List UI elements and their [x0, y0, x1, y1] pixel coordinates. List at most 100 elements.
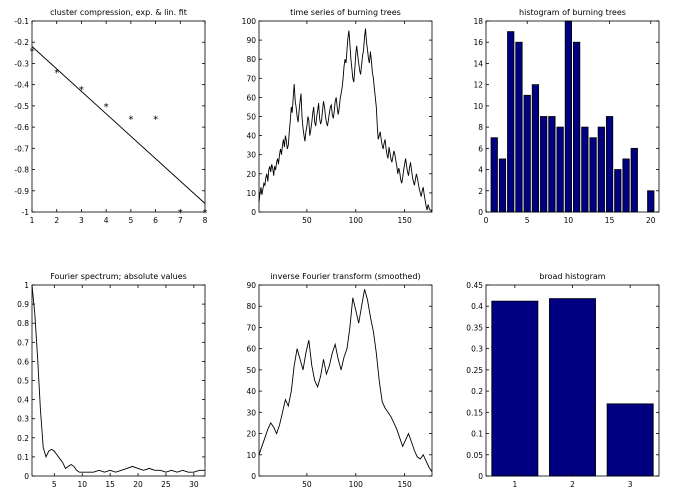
y-tick-label: 10 [246, 189, 256, 198]
y-tick-label: -0.2 [14, 38, 29, 47]
y-tick-label: 10 [473, 102, 483, 111]
y-tick-label: 90 [246, 36, 256, 45]
y-tick-label: 0.1 [471, 430, 483, 439]
bar [491, 300, 539, 477]
series-line [31, 284, 205, 473]
y-tick-label: 0 [251, 208, 256, 217]
broad-histogram-panel: broad histogram 1 2 3 0 0.05 0.1 0.15 0.2 0.25 0.3… [466, 272, 660, 489]
x-tick-label: 20 [133, 480, 143, 489]
bar [523, 94, 531, 213]
bar [531, 84, 540, 213]
x-tick-label: 2 [570, 480, 575, 489]
bar [589, 137, 597, 213]
chart-title: broad histogram [539, 272, 605, 281]
x-tick-label: 3 [628, 480, 633, 489]
data-point: * [104, 102, 109, 113]
y-tick-label: 30 [246, 408, 256, 417]
y-tick-label: 0.05 [466, 451, 483, 460]
x-tick-label: 5 [525, 216, 530, 225]
series-line [258, 289, 433, 473]
x-tick-label: 50 [302, 480, 312, 489]
bar [548, 116, 556, 213]
bar [622, 158, 630, 213]
x-tick-label: 50 [302, 216, 312, 225]
y-tick-label: -0.3 [14, 59, 29, 68]
bar [564, 20, 572, 213]
data-point: * [153, 115, 158, 126]
y-tick-label: 20 [246, 430, 256, 439]
y-tick-label: 0.8 [17, 319, 29, 328]
series-line [31, 46, 206, 204]
x-tick-label: 4 [104, 216, 109, 225]
x-tick-label: 10 [564, 216, 574, 225]
y-tick-label: 0.25 [466, 366, 483, 375]
x-tick-label: 20 [646, 216, 656, 225]
y-tick-label: -0.6 [14, 123, 29, 132]
y-tick-label: 80 [246, 55, 256, 64]
chart-title: cluster compression, exp. & lin. fit [50, 8, 187, 17]
chart-title: Fourier spectrum; absolute values [50, 272, 187, 281]
bar [507, 31, 515, 213]
y-tick-label: -0.8 [14, 166, 29, 175]
series-line [258, 28, 433, 213]
y-tick-label: 0.2 [17, 434, 29, 443]
y-tick-label: 0.15 [466, 408, 483, 417]
bar [549, 298, 596, 477]
y-tick-label: 0.1 [17, 453, 29, 462]
x-tick-label: 100 [349, 216, 364, 225]
bar [647, 190, 655, 213]
y-tick-label: 80 [246, 302, 256, 311]
bar [614, 169, 622, 213]
bar [573, 41, 581, 213]
y-tick-label: 90 [246, 281, 256, 290]
y-tick-label: 10 [246, 451, 256, 460]
y-tick-label: 2 [478, 187, 483, 196]
y-tick-label: 20 [246, 170, 256, 179]
y-tick-label: 70 [246, 323, 256, 332]
bar [515, 41, 523, 213]
x-tick-label: 7 [178, 216, 183, 225]
y-tick-label: -0.7 [14, 144, 29, 153]
axes-box [31, 20, 206, 213]
y-tick-label: -0.5 [14, 102, 29, 111]
y-tick-label: 50 [246, 113, 256, 122]
bar [540, 116, 548, 213]
axes-box [258, 284, 433, 477]
x-tick-label: 0 [484, 216, 489, 225]
y-tick-label: 18 [473, 17, 483, 26]
y-tick-label: -0.9 [14, 187, 29, 196]
axes-box [258, 20, 433, 213]
y-tick-label: 0.9 [17, 300, 29, 309]
y-tick-label: 12 [473, 81, 483, 90]
bar [581, 126, 589, 213]
y-tick-label: 1 [24, 281, 29, 290]
x-tick-label: 100 [349, 480, 364, 489]
x-tick-label: 6 [153, 216, 158, 225]
data-point: * [178, 208, 183, 219]
time-series-panel: time series of burning trees 50 100 150 0 10 2… [242, 8, 433, 225]
axes-box [31, 284, 206, 477]
y-tick-label: 0.6 [17, 357, 29, 366]
y-tick-label: 4 [478, 166, 483, 175]
x-tick-label: 15 [605, 216, 615, 225]
y-tick-label: 0.7 [17, 338, 29, 347]
y-tick-label: 100 [242, 17, 257, 26]
y-tick-label: 0 [478, 472, 483, 481]
x-tick-label: 10 [77, 480, 87, 489]
y-tick-label: 0.3 [471, 345, 483, 354]
y-tick-label: 14 [473, 59, 483, 68]
y-tick-label: 0 [478, 208, 483, 217]
data-point: * [128, 115, 133, 126]
y-tick-label: 0.2 [471, 387, 483, 396]
y-tick-label: 6 [478, 144, 483, 153]
x-tick-label: 150 [397, 480, 412, 489]
y-tick-label: 40 [246, 387, 256, 396]
y-tick-label: 50 [246, 366, 256, 375]
y-tick-label: 40 [246, 132, 256, 141]
y-tick-label: 0 [251, 472, 256, 481]
inverse-fourier-panel: inverse Fourier transform (smoothed) 50 10… [246, 272, 433, 489]
y-tick-label: 0.45 [466, 281, 483, 290]
y-tick-label: 70 [246, 74, 256, 83]
data-point: * [54, 68, 59, 79]
